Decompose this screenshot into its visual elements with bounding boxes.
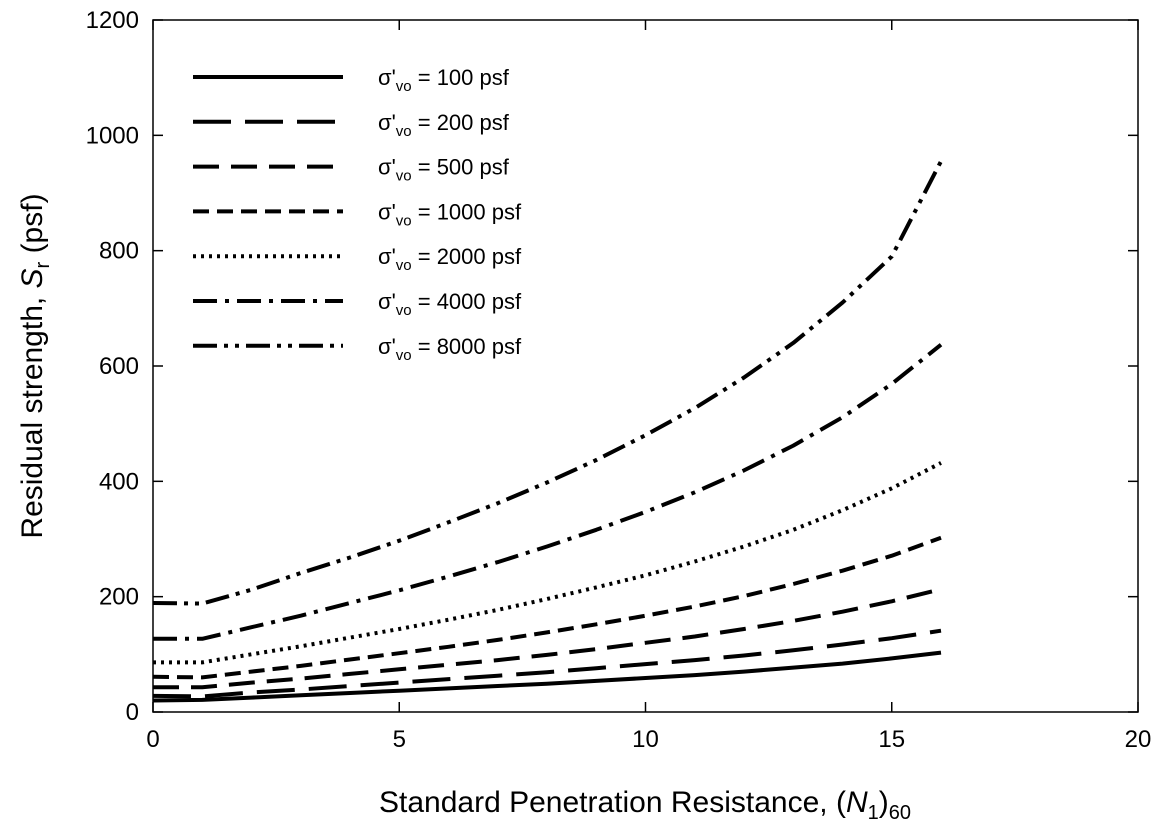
x-tick-label: 0 (146, 726, 159, 753)
legend-item: σ'vo = 4000 psf (193, 289, 522, 319)
legend-item: σ'vo = 200 psf (193, 110, 510, 140)
y-tick-label: 800 (99, 238, 139, 265)
legend-item: σ'vo = 2000 psf (193, 244, 522, 274)
legend-label: σ'vo = 100 psf (378, 65, 510, 95)
legend-label: σ'vo = 2000 psf (378, 244, 522, 274)
series-line (152, 628, 942, 699)
legend-item: σ'vo = 8000 psf (193, 334, 522, 364)
x-tick-label: 5 (393, 726, 406, 753)
series-line (153, 343, 943, 641)
y-tick-label: 400 (99, 468, 139, 495)
legend-label: σ'vo = 4000 psf (378, 289, 522, 319)
legend-item: σ'vo = 500 psf (193, 155, 510, 185)
legend-label: σ'vo = 1000 psf (378, 199, 522, 229)
series-line (153, 587, 942, 690)
axis-titles: Standard Penetration Resistance, (N1)60 R… (16, 193, 911, 824)
x-tick-label: 10 (632, 726, 659, 753)
y-tick-label: 1000 (86, 122, 139, 149)
series-line (153, 461, 942, 665)
y-tick-label: 200 (99, 584, 139, 611)
legend: σ'vo = 100 psf σ'vo = 200 psf σ'vo = 500 p… (193, 65, 522, 364)
y-axis-title: Residual strength, Sr (psf) (16, 193, 54, 538)
y-tick-label: 1200 (86, 7, 139, 34)
legend-label: σ'vo = 8000 psf (378, 334, 522, 364)
axis-ticks (152, 19, 1139, 713)
y-tick-label: 600 (99, 353, 139, 380)
x-tick-label: 20 (1125, 726, 1152, 753)
series-line (152, 650, 942, 703)
y-tick-label: 0 (126, 699, 139, 726)
legend-label: σ'vo = 500 psf (378, 155, 510, 185)
series-line (152, 160, 943, 606)
x-axis-title: Standard Penetration Resistance, (N1)60 (379, 786, 911, 824)
plot-lines (152, 160, 943, 703)
legend-item: σ'vo = 100 psf (193, 65, 510, 95)
legend-item: σ'vo = 1000 psf (193, 199, 522, 229)
series-line (152, 535, 942, 680)
legend-label: σ'vo = 200 psf (378, 110, 510, 140)
x-tick-label: 15 (878, 726, 905, 753)
